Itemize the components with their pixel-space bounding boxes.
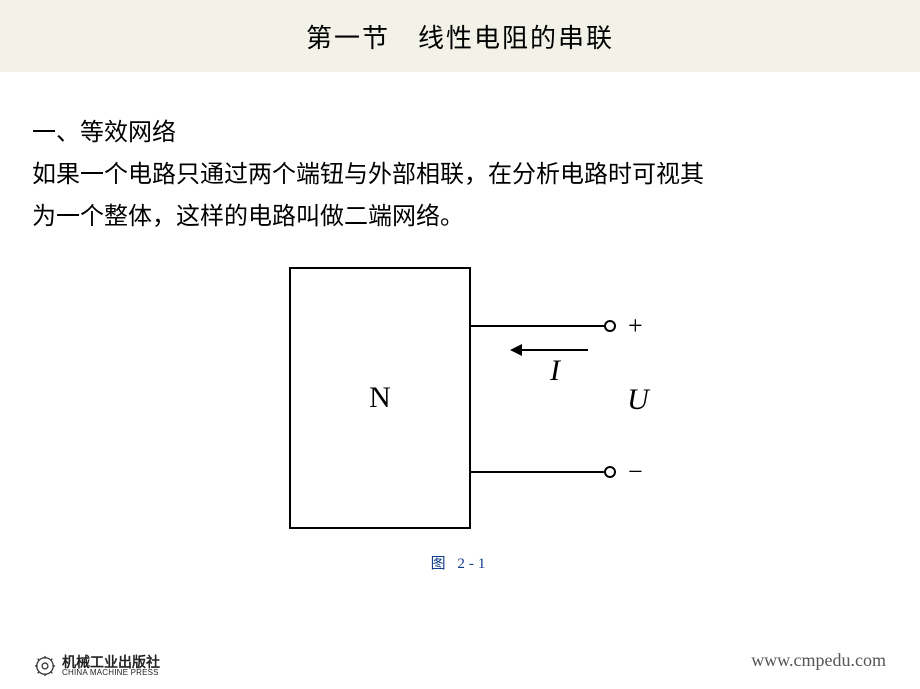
publisher-block: 机械工业出版社 CHINA MACHINE PRESS bbox=[34, 655, 160, 677]
footer-url: www.cmpedu.com bbox=[751, 650, 886, 671]
diagram-container: N I U + − 图 2-1 bbox=[0, 248, 920, 573]
publisher-name-en: CHINA MACHINE PRESS bbox=[62, 669, 160, 677]
paragraph-line-1: 如果一个电路只通过两个端钮与外部相联，在分析电路时可视其 bbox=[32, 154, 888, 196]
plus-sign: + bbox=[628, 311, 643, 340]
publisher-name-cn: 机械工业出版社 bbox=[62, 655, 160, 669]
voltage-label-U: U bbox=[627, 383, 651, 416]
paragraph-line-2: 为一个整体，这样的电路叫做二端网络。 bbox=[32, 196, 888, 238]
minus-sign: − bbox=[628, 457, 643, 486]
footer: 机械工业出版社 CHINA MACHINE PRESS www.cmpedu.c… bbox=[0, 639, 920, 679]
caption-prefix: 图 bbox=[431, 556, 450, 572]
header-band: 第一节 线性电阻的串联 bbox=[0, 0, 920, 72]
body-text: 一、等效网络 如果一个电路只通过两个端钮与外部相联，在分析电路时可视其 为一个整… bbox=[0, 72, 920, 238]
box-label-N: N bbox=[369, 381, 391, 414]
page-title: 第一节 线性电阻的串联 bbox=[306, 18, 614, 55]
circuit-diagram: N I U + − bbox=[250, 248, 670, 548]
caption-number: 2-1 bbox=[457, 556, 489, 572]
current-label-I: I bbox=[549, 354, 562, 387]
section-heading: 一、等效网络 bbox=[32, 112, 888, 154]
gear-icon bbox=[34, 655, 56, 677]
figure-caption: 图 2-1 bbox=[431, 552, 490, 573]
